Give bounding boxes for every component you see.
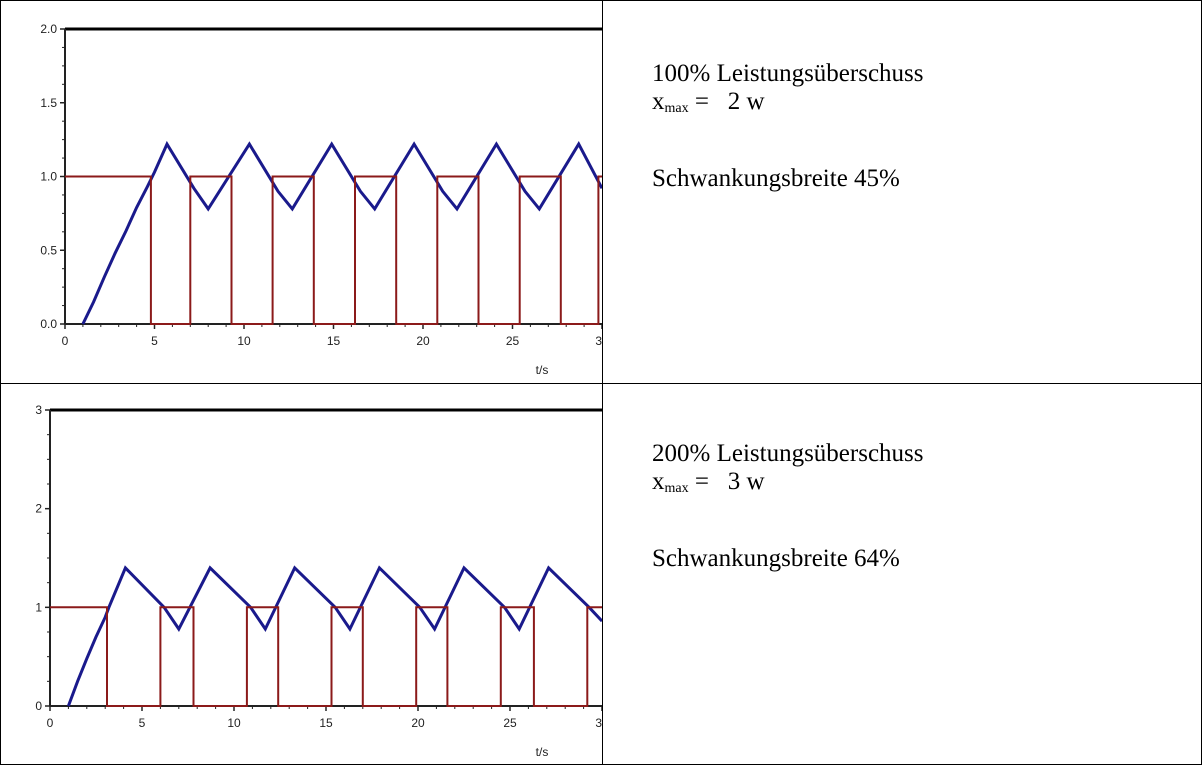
y-tick-label: 0.0 [40,317,57,331]
row2-xmax: xmax = 3 w [652,468,765,496]
x-axis-label: t/s [536,363,549,377]
row2-description: 200% Leistungsüberschuss xmax = 3 w Schw… [652,440,924,573]
x-tick-label: 5 [139,716,146,730]
y-tick-label: 0.5 [40,243,57,257]
series-line-response [66,565,602,707]
x-tick-label: 10 [237,334,251,348]
table-border-top [0,0,1202,1]
row1-fluctuation: Schwankungsbreite 45% [652,165,900,192]
x-tick-label: 15 [327,334,341,348]
y-tick-label: 2 [35,502,42,516]
x-tick-label: 3 [595,716,602,730]
chart-200-percent: 0 1 2 3 0 5 10 15 20 25 3 t/s [35,403,602,759]
x-tick-label: 15 [319,716,333,730]
row1-title: 100% Leistungsüberschuss [652,60,924,87]
y-tick-label: 2.0 [40,22,57,36]
series-line-switch [50,606,602,707]
x-tick-label: 3 [595,334,602,348]
y-tick-label: 1 [35,600,42,614]
x-tick-label: 5 [151,334,158,348]
row1-xmax: xmax = 2 w [652,88,765,116]
y-tick-label: 1.5 [40,96,57,110]
y-tick-label: 1.0 [40,170,57,184]
row2-fluctuation: Schwankungsbreite 64% [652,545,900,572]
table-border-column [602,0,603,765]
y-tick-label: 0 [35,699,42,713]
x-tick-label: 20 [416,334,430,348]
x-tick-label: 25 [503,716,517,730]
x-tick-label: 0 [62,334,69,348]
x-axis-label: t/s [536,745,549,759]
table-border-left [0,0,1,765]
y-tick-label: 3 [35,403,42,417]
series-line-switch [65,175,602,325]
table-border-middle [0,383,1202,384]
chart-100-percent: 0.0 0.5 1.0 1.5 2.0 0 5 10 15 20 25 3 t/s [40,22,602,377]
x-tick-label: 20 [411,716,425,730]
x-tick-label: 25 [506,334,520,348]
row1-description: 100% Leistungsüberschuss xmax = 2 w Schw… [652,60,924,193]
series-line-response [81,140,602,325]
x-tick-label: 10 [227,716,241,730]
row2-title: 200% Leistungsüberschuss [652,440,924,467]
x-tick-label: 0 [47,716,54,730]
